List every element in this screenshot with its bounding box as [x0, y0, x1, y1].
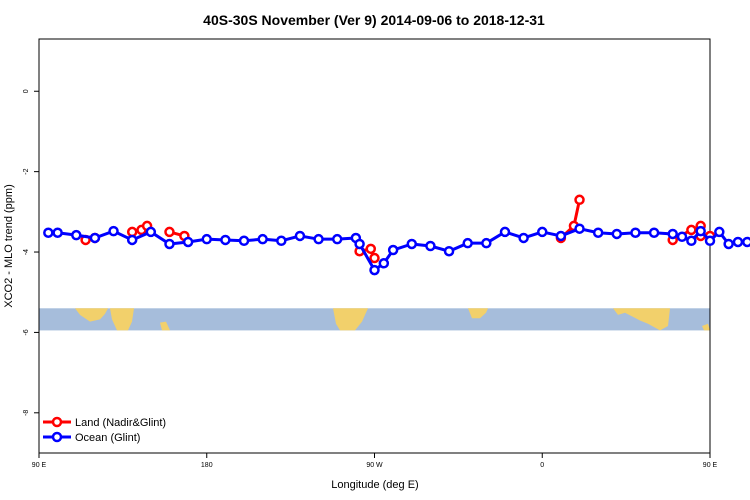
data-point: [686, 235, 697, 247]
data-point: [695, 225, 706, 237]
data-point: [52, 227, 63, 238]
data-point: [443, 245, 455, 257]
data-point: [574, 223, 585, 234]
x-tick-label: 90 W: [366, 462, 383, 469]
data-point: [182, 236, 194, 248]
data-point: [201, 233, 212, 245]
data-point: [555, 230, 567, 242]
x-tick-label: 90 E: [703, 462, 718, 469]
data-point: [676, 231, 688, 243]
x-tick-label: 0: [540, 462, 544, 469]
data-point: [365, 243, 377, 255]
data-point: [686, 224, 697, 236]
data-point: [667, 228, 678, 240]
chart-title: 40S-30S November (Ver 9) 2014-09-06 to 2…: [203, 12, 545, 28]
data-point: [220, 234, 231, 246]
data-point: [611, 228, 623, 240]
x-tick-label: 90 E: [32, 462, 47, 469]
y-axis: 0 -2 -4 -6 -8: [23, 89, 39, 416]
land-shape: [613, 308, 670, 331]
legend-swatch-marker: [51, 416, 63, 428]
land-shape: [702, 323, 710, 331]
data-point: [518, 232, 529, 244]
y-tick-label: -6: [23, 329, 30, 335]
data-point: [387, 244, 399, 256]
data-point: [294, 230, 306, 242]
data-point: [313, 233, 324, 245]
data-point: [71, 229, 82, 241]
data-point: [43, 227, 54, 238]
y-axis-title: XCO2 - MLO trend (ppm): [3, 184, 15, 307]
data-point: [574, 194, 585, 206]
legend: Land (Nadir&Glint) Ocean (Glint): [43, 416, 166, 444]
land-shape: [333, 308, 368, 331]
data-point: [537, 226, 548, 238]
data-point: [257, 233, 268, 245]
series-layer: [43, 194, 750, 276]
data-point: [499, 226, 511, 238]
series-ocean: [43, 223, 750, 276]
land-shape: [468, 308, 488, 319]
data-point: [145, 226, 157, 238]
data-point: [164, 226, 175, 238]
data-point: [108, 225, 119, 237]
x-axis: 90 E 180 90 W 0 90 E: [32, 453, 718, 469]
data-point: [723, 238, 734, 250]
data-point: [742, 236, 750, 248]
map-strip: [39, 308, 710, 331]
data-point: [89, 232, 101, 244]
data-point: [425, 240, 436, 252]
legend-swatch-marker: [51, 431, 63, 443]
x-axis-title: Longitude (deg E): [331, 479, 418, 491]
land-shape: [75, 308, 108, 322]
data-point: [126, 234, 138, 246]
data-point: [630, 227, 641, 238]
x-tick-label: 180: [201, 462, 213, 469]
data-point: [648, 227, 660, 238]
y-tick-label: -8: [23, 410, 30, 416]
data-point: [592, 227, 604, 238]
y-tick-label: 0: [23, 89, 30, 93]
data-point: [238, 235, 250, 247]
data-point: [714, 226, 725, 238]
data-point: [276, 235, 287, 247]
data-point: [354, 238, 365, 250]
legend-label: Land (Nadir&Glint): [75, 417, 166, 429]
data-point: [462, 237, 473, 249]
data-point: [481, 237, 492, 249]
land-shape: [160, 321, 170, 331]
y-tick-label: -2: [23, 168, 30, 174]
data-point: [704, 235, 716, 247]
ocean-band: [39, 308, 710, 331]
data-point: [406, 238, 418, 250]
data-point: [369, 252, 380, 264]
y-tick-label: -4: [23, 249, 30, 255]
data-point: [331, 233, 343, 245]
data-point: [378, 258, 390, 269]
land-shape: [110, 308, 134, 331]
data-point: [369, 264, 380, 276]
data-point: [732, 236, 744, 248]
data-point: [164, 238, 175, 250]
legend-label: Ocean (Glint): [75, 432, 140, 444]
